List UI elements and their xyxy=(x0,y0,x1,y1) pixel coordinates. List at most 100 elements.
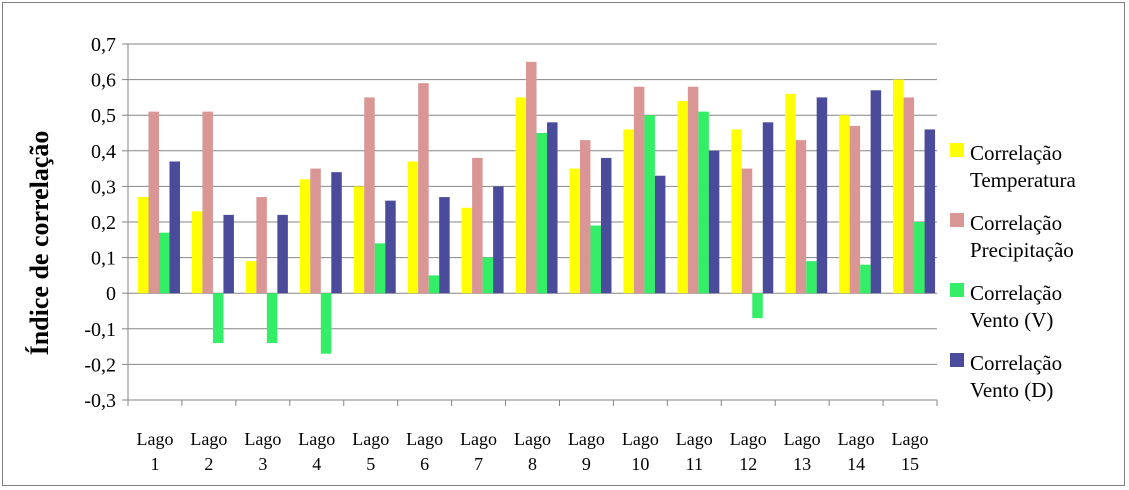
x-tick-label: 4 xyxy=(312,454,321,474)
bar xyxy=(331,172,342,294)
y-tick-label: 0,4 xyxy=(91,141,116,163)
bar xyxy=(374,243,386,294)
bar xyxy=(785,93,796,294)
bar xyxy=(256,197,267,294)
y-tick-label: 0,6 xyxy=(91,70,116,92)
bar xyxy=(461,207,473,294)
bar xyxy=(741,168,753,294)
x-tick-label: Lago xyxy=(730,429,767,449)
bar xyxy=(547,122,558,294)
bar xyxy=(806,261,817,294)
bar xyxy=(138,197,149,294)
x-tick-label: Lago xyxy=(352,429,389,449)
x-tick-label: 2 xyxy=(204,454,213,474)
y-tick-label: 0,1 xyxy=(91,248,116,270)
x-tick-label: Lago xyxy=(244,429,281,449)
legend-swatch xyxy=(950,213,964,227)
x-tick-label: 3 xyxy=(258,454,267,474)
y-axis-label: Índice de correlação xyxy=(25,131,54,356)
bar xyxy=(202,111,213,294)
bar xyxy=(600,157,612,294)
bar xyxy=(569,168,580,294)
bar xyxy=(590,225,601,294)
x-tick-label: Lago xyxy=(622,429,659,449)
x-tick-label: 1 xyxy=(150,454,159,474)
y-tick-label: 0 xyxy=(106,283,116,305)
y-tick-label: -0,2 xyxy=(84,354,116,376)
bar xyxy=(903,97,915,294)
bar xyxy=(515,97,527,294)
x-tick-label: Lago xyxy=(298,429,335,449)
x-tick-label: Lago xyxy=(190,429,227,449)
bar xyxy=(310,168,321,294)
bar xyxy=(849,125,861,294)
x-tick-label: 5 xyxy=(366,454,375,474)
bar xyxy=(320,293,332,354)
x-tick-label: Lago xyxy=(460,429,497,449)
bar xyxy=(633,86,645,294)
bar xyxy=(245,261,257,294)
x-tick-label: 15 xyxy=(901,454,919,474)
legend-label: Vento (D) xyxy=(970,378,1053,402)
bar xyxy=(731,129,742,294)
bars xyxy=(138,61,936,354)
bar xyxy=(860,264,871,294)
bar xyxy=(482,257,494,294)
legend-swatch xyxy=(950,353,964,367)
bar xyxy=(816,97,828,294)
x-tick-label: 8 xyxy=(528,454,537,474)
bar xyxy=(439,197,450,294)
x-tick-label: Lago xyxy=(892,429,929,449)
bar xyxy=(644,115,655,294)
x-tick-label: Lago xyxy=(406,429,443,449)
bar xyxy=(536,133,548,294)
bar xyxy=(579,140,591,294)
x-tick-label: 6 xyxy=(420,454,429,474)
bar xyxy=(687,86,699,294)
x-tick-label: 10 xyxy=(631,454,649,474)
bar xyxy=(698,111,709,294)
bar xyxy=(191,211,203,294)
legend-label: Correlação xyxy=(970,281,1062,305)
y-tick-label: 0,7 xyxy=(91,34,116,56)
legend-swatch xyxy=(950,283,964,297)
bar xyxy=(623,129,634,294)
bar xyxy=(277,214,288,294)
y-tick-label: 0,5 xyxy=(91,105,116,127)
bar xyxy=(223,214,234,294)
y-tick-label: 0,3 xyxy=(91,176,116,198)
legend-label: Correlação xyxy=(970,141,1062,165)
legend-label: Precipitação xyxy=(970,238,1074,262)
bar xyxy=(708,150,720,294)
bar xyxy=(169,161,180,294)
bar xyxy=(159,232,170,294)
bar xyxy=(299,179,311,294)
bar xyxy=(212,293,224,344)
bar xyxy=(364,97,375,294)
bar xyxy=(762,122,774,294)
bar xyxy=(924,129,936,294)
bar xyxy=(428,275,440,294)
x-tick-label: 14 xyxy=(847,454,865,474)
bar xyxy=(914,222,925,294)
axes: 0,7 0,6 0,5 0,4 0,3 0,2 0,1 0 -0,1 -0,2 -0,3 Lago 1 L… xyxy=(84,34,938,474)
legend-label: Temperatura xyxy=(970,168,1076,192)
y-tick-label: -0,3 xyxy=(84,390,116,412)
legend-swatch xyxy=(950,143,964,157)
x-tick-label: 9 xyxy=(582,454,591,474)
legend: Correlação Temperatura Correlação Precipita… xyxy=(950,141,1076,402)
bar xyxy=(677,100,688,294)
x-tick-label: 13 xyxy=(793,454,811,474)
x-tick-label: 12 xyxy=(739,454,757,474)
x-tick-label: 11 xyxy=(686,454,703,474)
y-tick-label: 0,2 xyxy=(91,212,116,234)
x-tick-label: Lago xyxy=(676,429,713,449)
x-tick-label: Lago xyxy=(838,429,875,449)
bar xyxy=(472,157,483,294)
legend-label: Vento (V) xyxy=(970,308,1053,332)
x-tick-label: Lago xyxy=(784,429,821,449)
bar xyxy=(353,186,365,294)
bar xyxy=(418,83,429,294)
